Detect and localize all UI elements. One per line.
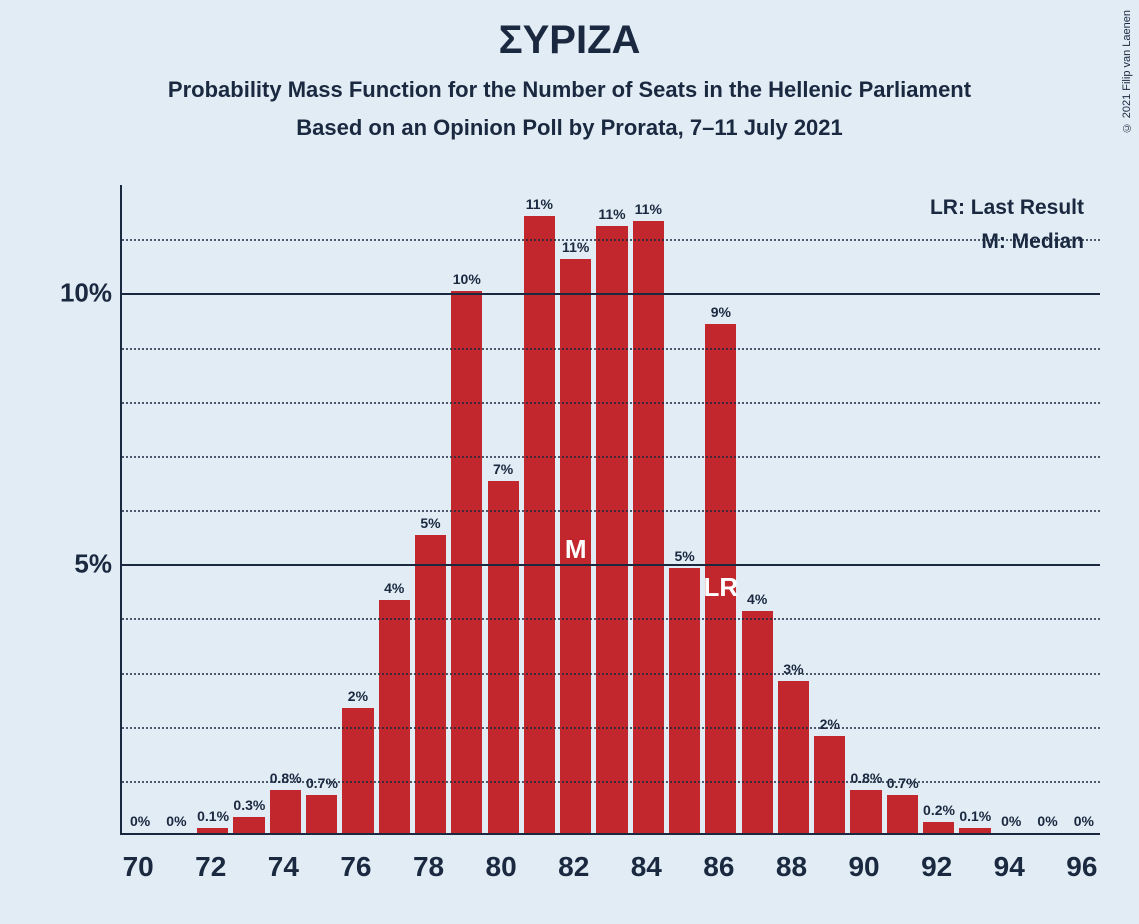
x-axis-label: 70 (123, 851, 154, 883)
bar-value-label: 11% (596, 206, 627, 222)
gridline (122, 348, 1100, 350)
chart-bar: 0.7% (887, 795, 918, 833)
chart-bar: 4% (379, 600, 410, 833)
bar-value-label: 0.2% (923, 802, 954, 818)
bar-value-label: 0.7% (887, 775, 918, 791)
chart-bar: 11% (633, 221, 664, 833)
bar-value-label: 0.1% (959, 808, 990, 824)
chart-subtitle-2: Based on an Opinion Poll by Prorata, 7–1… (0, 103, 1139, 141)
chart-bar: 2% (814, 736, 845, 834)
chart-bar: 0.8% (850, 790, 881, 833)
bar-value-label: 0% (1032, 813, 1063, 829)
gridline (122, 510, 1100, 512)
gridline (122, 564, 1100, 566)
bar-value-label: 0% (996, 813, 1027, 829)
bar-value-label: 3% (778, 661, 809, 677)
gridline (122, 293, 1100, 295)
chart-bar: 0.3% (233, 817, 264, 833)
gridline (122, 456, 1100, 458)
chart-bar: 0.1% (959, 828, 990, 833)
copyright-text: © 2021 Filip van Laenen (1121, 10, 1133, 133)
chart-bar: 0.7% (306, 795, 337, 833)
bar-value-label: 0.7% (306, 775, 337, 791)
bar-value-label: 0.8% (270, 770, 301, 786)
x-axis-label: 94 (994, 851, 1025, 883)
chart-bar: 10% (451, 291, 482, 833)
gridline (122, 673, 1100, 675)
bar-value-label: 5% (669, 548, 700, 564)
gridline (122, 727, 1100, 729)
x-axis-label: 72 (195, 851, 226, 883)
bar-value-label: 11% (560, 239, 591, 255)
chart-title: ΣΥΡΙΖΑ (0, 0, 1139, 63)
bar-value-label: 9% (705, 304, 736, 320)
gridline (122, 618, 1100, 620)
x-axis-label: 88 (776, 851, 807, 883)
chart-bar: 5% (669, 568, 700, 833)
chart-bars: 0%0%0.1%0.3%0.8%0.7%2%4%5%10%7%11%11%11%… (122, 185, 1100, 833)
bar-value-label: 0.8% (850, 770, 881, 786)
bar-value-label: 11% (633, 201, 664, 217)
x-axis-label: 82 (558, 851, 589, 883)
x-axis-label: 78 (413, 851, 444, 883)
gridline (122, 239, 1100, 241)
x-axis-label: 90 (848, 851, 879, 883)
bar-value-label: 4% (379, 580, 410, 596)
chart-bar: 0.2% (923, 822, 954, 833)
y-axis-label: 10% (40, 278, 112, 309)
bar-value-label: 4% (742, 591, 773, 607)
x-axis-label: 84 (631, 851, 662, 883)
y-axis-label: 5% (40, 549, 112, 580)
bar-value-label: 11% (524, 196, 555, 212)
x-axis-label: 92 (921, 851, 952, 883)
chart-bar: 11% (524, 216, 555, 834)
x-axis-label: 80 (486, 851, 517, 883)
chart-bar: 0.8% (270, 790, 301, 833)
bar-value-label: 2% (814, 716, 845, 732)
chart-subtitle-1: Probability Mass Function for the Number… (0, 63, 1139, 103)
plot-area: LR: Last Result M: Median 0%0%0.1%0.3%0.… (120, 185, 1100, 835)
bar-value-label: 5% (415, 515, 446, 531)
bar-value-label: 2% (342, 688, 373, 704)
bar-value-label: 0% (161, 813, 192, 829)
bar-value-label: 10% (451, 271, 482, 287)
bar-value-label: 0% (1068, 813, 1099, 829)
gridline (122, 781, 1100, 783)
x-axis-label: 76 (340, 851, 371, 883)
bar-value-label: 0.1% (197, 808, 228, 824)
chart-marker: LR (704, 572, 739, 603)
x-axis-label: 74 (268, 851, 299, 883)
chart-bar: 11% (596, 226, 627, 833)
chart-bar: 4% (742, 611, 773, 833)
bar-value-label: 7% (487, 461, 518, 477)
gridline (122, 402, 1100, 404)
chart-bar: 0.1% (197, 828, 228, 833)
chart-bar: 5% (415, 535, 446, 833)
x-axis-label: 86 (703, 851, 734, 883)
x-axis-label: 96 (1066, 851, 1097, 883)
chart-bar: 3% (778, 681, 809, 833)
bar-value-label: 0.3% (233, 797, 264, 813)
chart-marker: M (565, 534, 587, 565)
chart-container: LR: Last Result M: Median 0%0%0.1%0.3%0.… (40, 185, 1110, 895)
bar-value-label: 0% (125, 813, 156, 829)
